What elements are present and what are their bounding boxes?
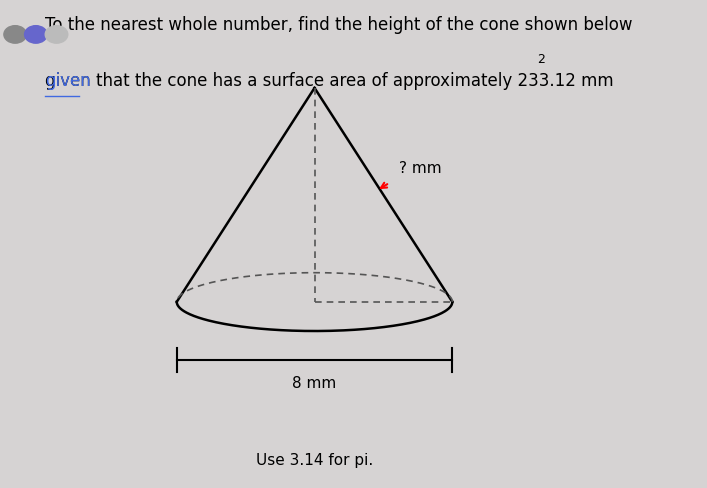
Text: 2: 2 xyxy=(537,53,545,66)
Circle shape xyxy=(25,27,47,44)
Text: ? mm: ? mm xyxy=(399,161,442,176)
Text: 8 mm: 8 mm xyxy=(293,375,337,390)
Text: Use 3.14 for pi.: Use 3.14 for pi. xyxy=(256,452,373,467)
Circle shape xyxy=(45,27,68,44)
Text: To the nearest whole number, find the height of the cone shown below: To the nearest whole number, find the he… xyxy=(45,16,633,34)
Text: given: given xyxy=(45,72,91,90)
Circle shape xyxy=(4,27,26,44)
Text: given that the cone has a surface area of approximately 233.12 mm: given that the cone has a surface area o… xyxy=(45,72,614,90)
